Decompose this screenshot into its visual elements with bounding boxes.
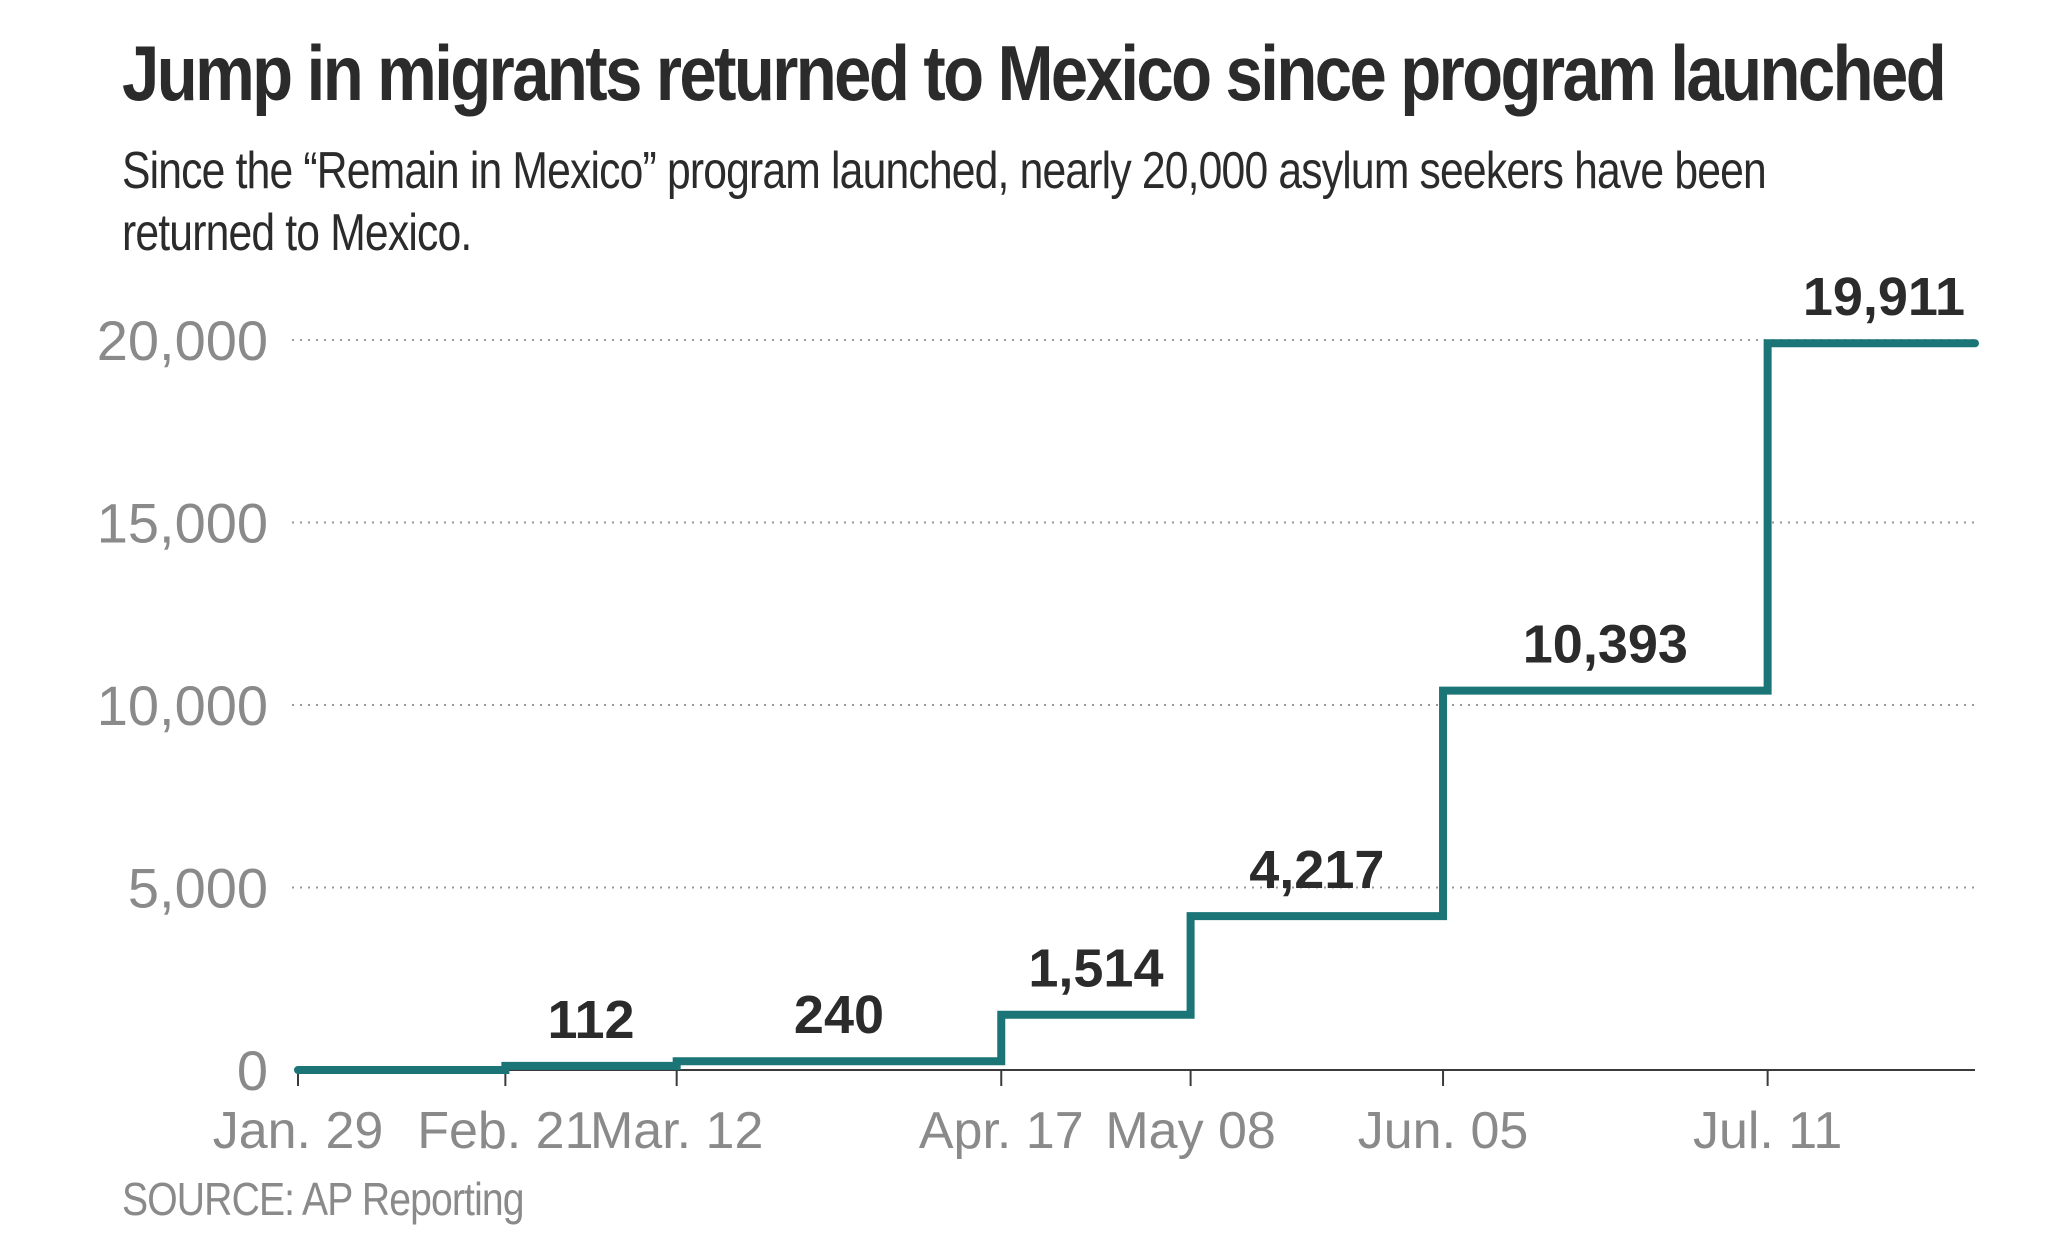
y-tick-label: 20,000 xyxy=(97,309,268,372)
y-tick-label: 10,000 xyxy=(97,674,268,737)
chart-subtitle: Since the “Remain in Mexico” program lau… xyxy=(122,142,1767,262)
y-tick-label: 0 xyxy=(237,1039,268,1102)
x-tick-label: Jun. 05 xyxy=(1358,1102,1529,1160)
y-tick-label: 5,000 xyxy=(128,857,268,920)
x-tick-label: Mar. 12 xyxy=(590,1102,763,1160)
y-tick-label: 15,000 xyxy=(97,492,268,555)
series xyxy=(294,339,1979,1074)
chart-title: Jump in migrants returned to Mexico sinc… xyxy=(122,29,1947,117)
data-label: 112 xyxy=(547,990,634,1050)
data-label: 240 xyxy=(794,985,884,1045)
x-tick-label: Apr. 17 xyxy=(919,1102,1084,1160)
gridlines xyxy=(292,339,1975,889)
data-label: 4,217 xyxy=(1249,840,1384,900)
data-label: 19,911 xyxy=(1803,267,1965,327)
data-label: 1,514 xyxy=(1028,939,1163,999)
x-axis xyxy=(297,1069,1975,1086)
source-note: SOURCE: AP Reporting xyxy=(122,1173,525,1225)
x-tick-label: Feb. 21 xyxy=(417,1102,593,1160)
series-line-returned-migrants xyxy=(294,339,1979,1074)
x-tick-label: May 08 xyxy=(1105,1102,1276,1160)
data-label: 10,393 xyxy=(1523,615,1688,675)
x-tick-label: Jan. 29 xyxy=(213,1102,384,1160)
x-tick-label: Jul. 11 xyxy=(1693,1102,1842,1160)
